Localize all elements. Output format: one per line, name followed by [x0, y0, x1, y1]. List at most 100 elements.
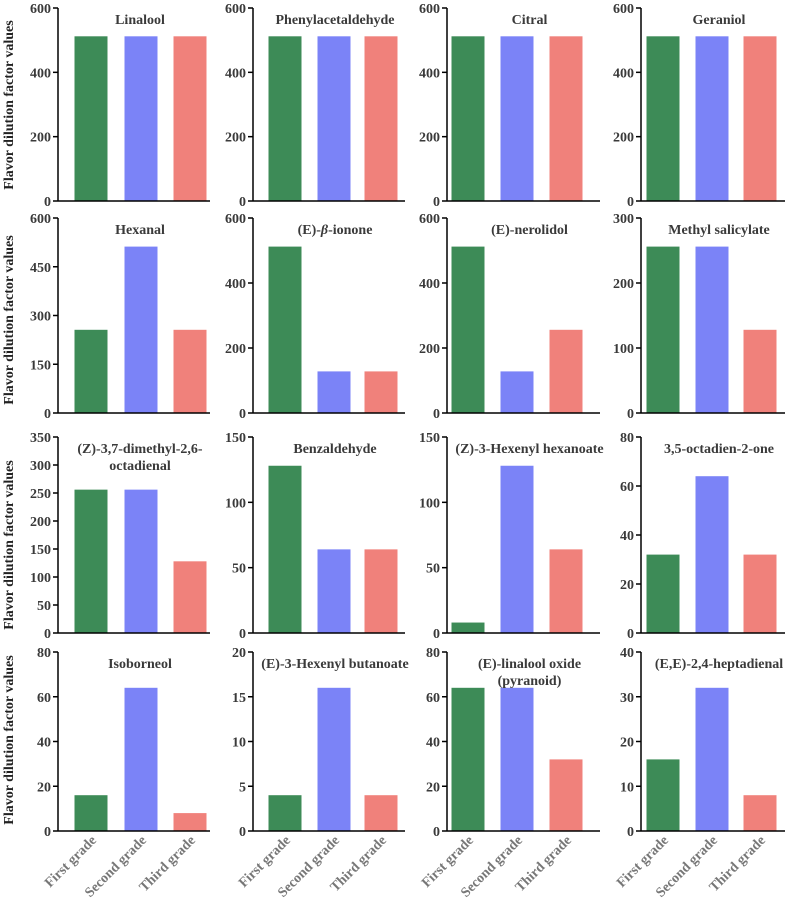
chart-title: (E,E)-2,4-heptadienal	[655, 657, 783, 672]
y-tick-label: 400	[419, 66, 440, 81]
bar	[549, 759, 583, 831]
y-tick-label: 5	[239, 780, 246, 795]
y-tick-label: 80	[620, 431, 634, 446]
y-tick-label: 80	[426, 646, 440, 661]
bar	[451, 246, 485, 413]
bar	[549, 36, 583, 201]
y-tick-label: 40	[620, 529, 634, 544]
bar	[451, 36, 485, 201]
y-tick-label: 200	[419, 131, 440, 146]
y-tick-label: 20	[620, 736, 634, 751]
y-tick-label: 400	[419, 277, 440, 292]
chart-panel: 0 200 400 600 (E)-nerolidol	[419, 212, 600, 422]
y-tick-label: 60	[426, 691, 440, 706]
chart-panel: 0 150 300 450 600 Hexanal	[30, 212, 210, 422]
y-tick-label: 60	[620, 480, 634, 495]
y-tick-label: 600	[225, 2, 246, 17]
y-tick-label: 20	[37, 780, 51, 795]
chart-title: (E)-linalool oxide (pyranoid)	[478, 657, 581, 689]
y-tick-label: 0	[627, 825, 634, 840]
bar	[743, 36, 777, 201]
y-axis-label: Flavor dilution factor values	[2, 460, 17, 630]
y-tick-label: 20	[620, 578, 634, 593]
bar	[743, 554, 777, 633]
bar	[364, 36, 398, 201]
bar	[646, 759, 680, 831]
y-tick-label: 0	[239, 825, 246, 840]
y-tick-label: 200	[225, 342, 246, 357]
y-tick-label: 300	[30, 459, 51, 474]
y-tick-label: 0	[239, 407, 246, 422]
bar	[500, 687, 534, 831]
y-tick-label: 150	[419, 431, 440, 446]
chart-panel: 0 200 400 600 Geraniol	[613, 2, 785, 210]
bar	[74, 489, 108, 633]
bar	[268, 246, 302, 413]
bar	[500, 465, 534, 633]
y-tick-label: 0	[627, 195, 634, 210]
bar	[451, 622, 485, 633]
chart-panel: 0 100 200 300 Methyl salicylate	[613, 212, 785, 422]
y-tick-label: 0	[433, 627, 440, 642]
bar	[646, 246, 680, 413]
bar	[695, 246, 729, 413]
y-tick-label: 600	[419, 2, 440, 17]
bar	[74, 795, 108, 831]
y-tick-label: 350	[30, 431, 51, 446]
bar	[695, 476, 729, 633]
y-tick-label: 200	[613, 277, 634, 292]
y-tick-label: 50	[37, 599, 51, 614]
y-tick-label: 250	[30, 487, 51, 502]
y-tick-label: 40	[620, 646, 634, 661]
y-axis-label: Flavor dilution factor values	[2, 235, 17, 405]
chart-panel: 0 200 400 600 Linalool	[30, 2, 210, 210]
y-tick-label: 150	[225, 431, 246, 446]
chart-title: Benzaldehyde	[293, 442, 376, 457]
bar	[74, 36, 108, 201]
chart-panel: 0 200 400 600 Citral	[419, 2, 600, 210]
y-tick-label: 100	[225, 496, 246, 511]
y-tick-label: 0	[44, 195, 51, 210]
bar	[500, 36, 534, 201]
y-tick-label: 400	[613, 66, 634, 81]
y-tick-label: 600	[30, 212, 51, 227]
bar	[124, 36, 158, 201]
bar	[364, 549, 398, 633]
bar	[173, 36, 207, 201]
bar	[317, 371, 351, 413]
y-axis-label: Flavor dilution factor values	[2, 20, 17, 190]
chart-panel: 0 20 40 60 80 3,5-octadien-2-one	[620, 431, 785, 642]
chart-title: Isoborneol	[108, 657, 172, 672]
y-tick-label: 300	[613, 212, 634, 227]
bar	[743, 795, 777, 831]
y-tick-label: 20	[232, 646, 246, 661]
y-tick-label: 450	[30, 261, 51, 276]
bar	[364, 795, 398, 831]
y-tick-label: 0	[44, 407, 51, 422]
y-tick-label: 40	[37, 736, 51, 751]
y-tick-label: 0	[239, 627, 246, 642]
chart-title: (Z)-3-Hexenyl hexanoate	[455, 442, 603, 457]
y-tick-label: 200	[613, 131, 634, 146]
y-axis-label: Flavor dilution factor values	[2, 655, 17, 825]
chart-panel: 0 50 100 150 200 250 300 350 (Z)-3,7-dimethyl-2,…	[30, 431, 210, 642]
bar	[268, 36, 302, 201]
chart-title: (E)-3-Hexenyl butanoate	[261, 657, 408, 672]
chart-title: Methyl salicylate	[668, 223, 769, 238]
bar	[646, 554, 680, 633]
bar	[173, 561, 207, 633]
bar	[124, 687, 158, 831]
y-tick-label: 300	[30, 310, 51, 325]
y-tick-label: 150	[30, 358, 51, 373]
chart-panel: 0 50 100 150 Benzaldehyde	[225, 431, 405, 642]
y-tick-label: 50	[232, 562, 246, 577]
y-tick-label: 150	[30, 543, 51, 558]
bar	[317, 549, 351, 633]
y-tick-label: 600	[30, 2, 51, 17]
y-tick-label: 50	[426, 562, 440, 577]
bar	[500, 371, 534, 413]
